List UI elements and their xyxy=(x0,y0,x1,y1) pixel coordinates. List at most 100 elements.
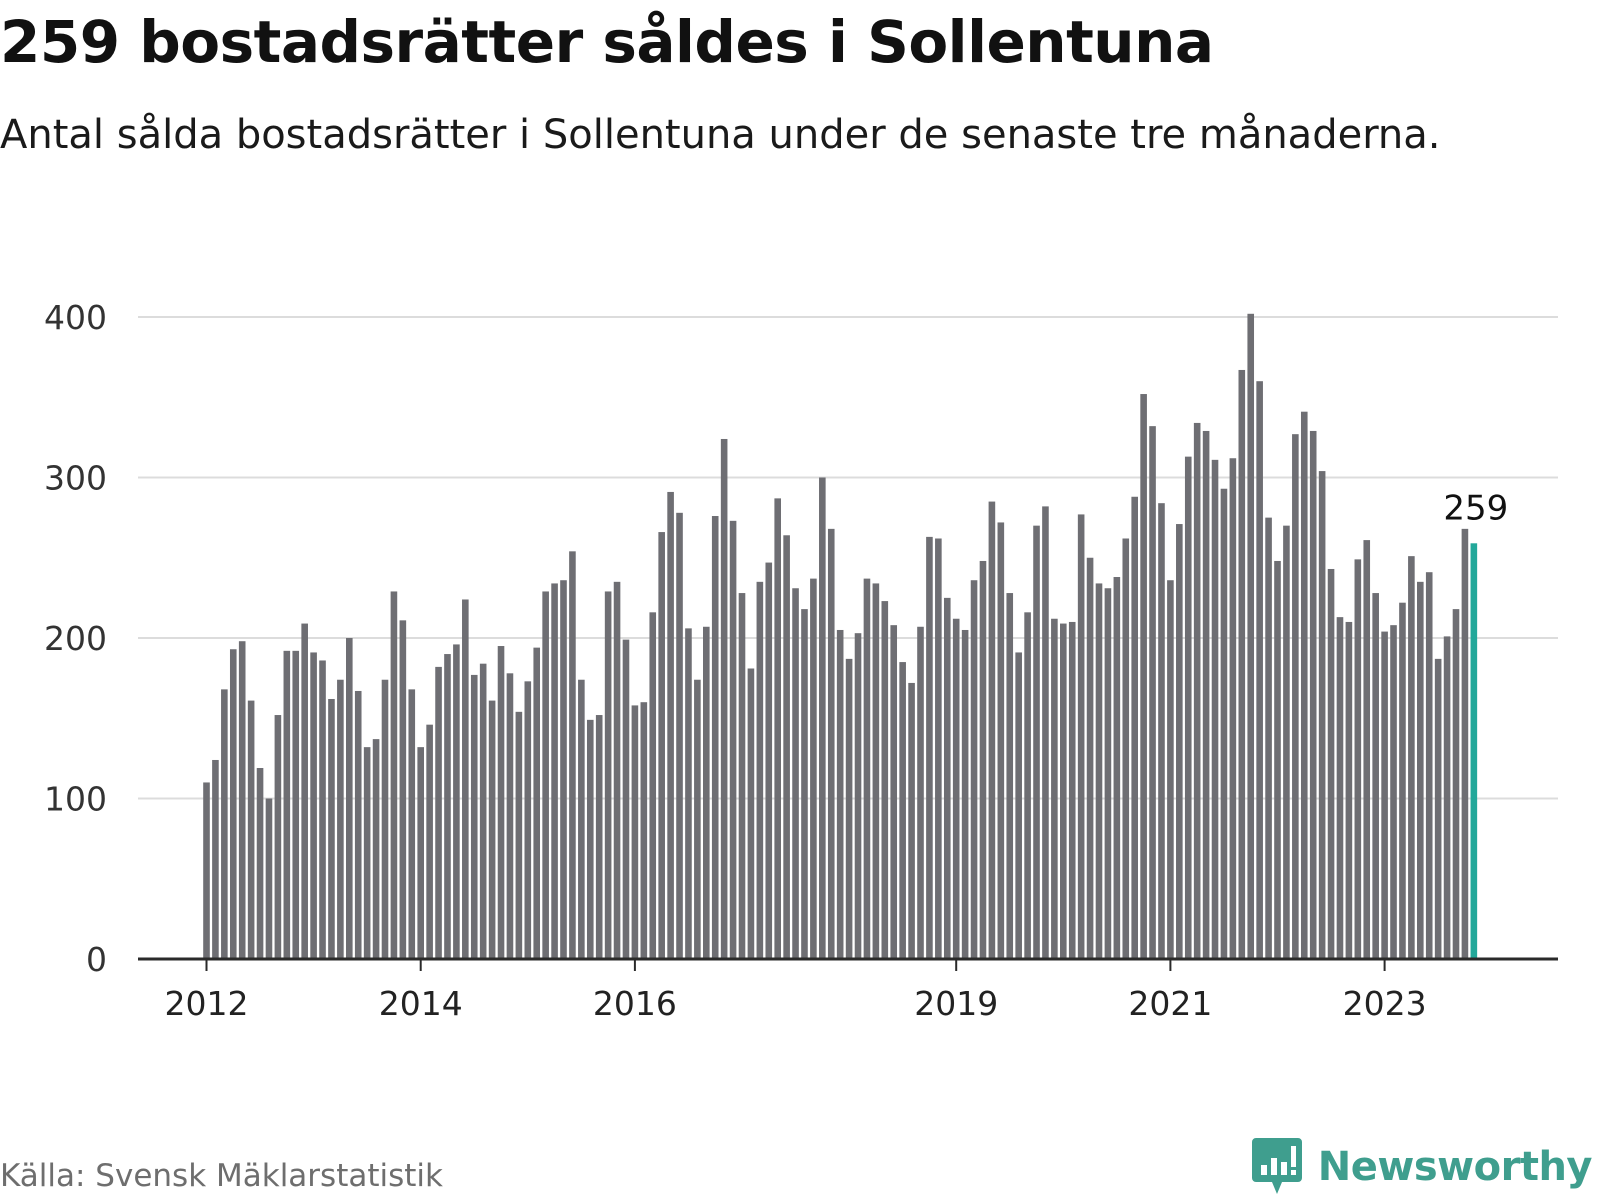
bar xyxy=(738,593,746,959)
bar xyxy=(872,583,880,959)
brand-name[interactable]: Newsworthy xyxy=(1317,1144,1593,1190)
bar xyxy=(1051,618,1058,959)
bar xyxy=(1122,538,1130,959)
bar xyxy=(453,644,460,959)
bar xyxy=(426,724,433,959)
bar xyxy=(1033,525,1040,959)
bar xyxy=(720,438,728,960)
bar xyxy=(417,747,424,959)
bar xyxy=(1425,572,1433,959)
bar xyxy=(319,660,326,959)
bar xyxy=(1193,422,1201,959)
bar xyxy=(792,588,799,959)
bar xyxy=(1024,612,1031,959)
bar xyxy=(1149,426,1156,959)
bar xyxy=(1220,488,1228,959)
bar xyxy=(1131,496,1138,959)
bar xyxy=(524,681,532,959)
bar xyxy=(1372,593,1379,959)
bar xyxy=(578,679,585,959)
bar xyxy=(497,646,505,959)
x-tick-label-2014: 2014 xyxy=(379,984,463,1023)
brand-logo[interactable]: Newsworthy xyxy=(1251,1138,1593,1196)
bar xyxy=(408,689,416,959)
bar xyxy=(988,501,996,959)
bar xyxy=(1274,560,1281,959)
bar xyxy=(685,628,692,959)
bar xyxy=(372,739,380,959)
bar xyxy=(943,597,951,959)
bar xyxy=(399,620,407,959)
bar xyxy=(1390,625,1397,959)
bar xyxy=(979,560,987,959)
bar xyxy=(444,654,451,959)
bar xyxy=(363,747,371,959)
x-tick-label-2021: 2021 xyxy=(1128,984,1212,1023)
bar xyxy=(381,679,389,959)
bar xyxy=(533,647,541,959)
bar xyxy=(292,650,300,959)
bar xyxy=(1247,313,1255,959)
bar xyxy=(256,768,264,959)
bar xyxy=(479,663,487,959)
bar xyxy=(354,690,362,959)
x-tick-label-2012: 2012 xyxy=(165,984,249,1023)
bar xyxy=(1238,369,1246,960)
y-tick-label-0: 0 xyxy=(86,940,107,979)
x-tick-label-2016: 2016 xyxy=(593,984,677,1023)
bar xyxy=(926,536,933,959)
bar xyxy=(1381,631,1388,959)
bar xyxy=(1140,394,1147,959)
bar xyxy=(819,477,826,959)
bar xyxy=(203,782,210,959)
bar xyxy=(917,626,924,959)
bar xyxy=(1068,621,1076,959)
bar xyxy=(774,498,781,959)
bar xyxy=(435,666,442,959)
bar xyxy=(667,491,674,959)
bar xyxy=(229,649,237,959)
bar xyxy=(1417,581,1424,959)
bar xyxy=(890,625,898,959)
bar xyxy=(1077,514,1085,959)
bar xyxy=(810,578,817,959)
bar xyxy=(970,580,978,959)
bar xyxy=(1167,580,1174,959)
bar xyxy=(1309,430,1317,960)
bar xyxy=(212,759,219,959)
bar xyxy=(649,612,657,959)
bar xyxy=(1443,636,1451,959)
bar xyxy=(1292,434,1299,959)
bar xyxy=(542,591,549,959)
bar xyxy=(1015,652,1022,959)
data-label-latest: 259 xyxy=(1443,488,1508,528)
bar xyxy=(221,689,228,959)
newsworthy-chart-bubble-icon xyxy=(1251,1138,1302,1194)
bar xyxy=(1211,459,1219,959)
bar xyxy=(854,633,862,959)
bar xyxy=(301,623,308,959)
bar xyxy=(1202,430,1210,960)
bar xyxy=(1006,593,1014,959)
bar xyxy=(694,679,701,959)
bar xyxy=(551,583,558,959)
bar xyxy=(346,638,353,959)
bar xyxy=(1113,577,1121,959)
bar xyxy=(283,650,291,959)
bar xyxy=(765,562,773,959)
bar xyxy=(1452,609,1460,959)
bar-highlight xyxy=(1470,543,1478,959)
bar xyxy=(274,715,282,959)
bar xyxy=(827,528,835,959)
bar xyxy=(506,673,514,959)
bar xyxy=(952,618,960,959)
bar xyxy=(783,535,790,959)
bar xyxy=(622,639,630,959)
y-tick-label-300: 300 xyxy=(44,459,107,498)
bar xyxy=(703,626,710,959)
bar xyxy=(756,581,764,959)
bar xyxy=(1256,381,1263,959)
bar xyxy=(1176,524,1183,959)
bar xyxy=(1336,617,1344,959)
